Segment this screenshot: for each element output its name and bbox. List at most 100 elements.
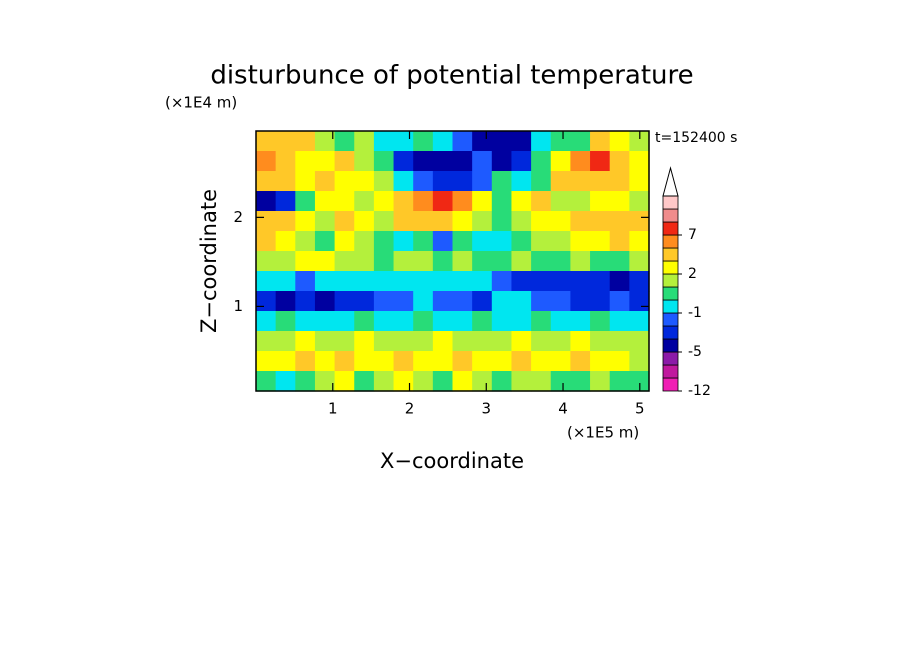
contour-cell — [314, 171, 336, 192]
contour-cell — [609, 271, 630, 292]
contour-cell — [275, 271, 296, 292]
contour-cell — [393, 351, 414, 372]
contour-cell — [354, 331, 375, 352]
contour-cell — [511, 231, 532, 252]
contour-cell — [354, 171, 375, 192]
contour-cell — [590, 291, 611, 312]
contour-cell — [334, 331, 355, 352]
contour-cell — [511, 151, 532, 172]
contour-cell — [472, 211, 493, 232]
contour-cell — [373, 171, 395, 192]
contour-cell — [531, 211, 552, 232]
contour-cell — [393, 231, 414, 252]
plot-frame — [255, 130, 650, 392]
contour-cell — [531, 191, 552, 212]
contour-cell — [609, 371, 630, 392]
colorbar-band — [662, 221, 679, 236]
colorbar-band — [662, 325, 679, 340]
contour-cell — [629, 271, 650, 292]
contour-cell — [570, 171, 591, 192]
contour-cell — [334, 151, 355, 172]
contour-cell — [256, 131, 277, 152]
contour-cell — [550, 231, 571, 252]
contour-cell — [334, 191, 355, 212]
contour-cell — [590, 271, 611, 292]
colorbar-band — [662, 208, 679, 223]
contour-cell — [629, 331, 650, 352]
contour-cell — [472, 271, 493, 292]
colorbar-band — [662, 260, 679, 275]
contour-cell — [432, 231, 454, 252]
contour-cell — [314, 191, 336, 212]
x-tick-label: 1 — [328, 400, 338, 418]
contour-cell — [472, 171, 493, 192]
contour-cell — [590, 251, 611, 272]
contour-cell — [590, 171, 611, 192]
contour-cell — [295, 151, 316, 172]
contour-cell — [491, 371, 513, 392]
colorbar-band — [662, 351, 679, 366]
contour-cell — [550, 271, 571, 292]
contour-cell — [393, 211, 414, 232]
contour-cell — [491, 231, 513, 252]
contour-cell — [452, 311, 473, 332]
contour-cell — [334, 131, 355, 152]
contour-cell — [550, 171, 571, 192]
contour-cell — [256, 171, 277, 192]
contour-cell — [590, 331, 611, 352]
contour-cell — [531, 231, 552, 252]
contour-cell — [472, 151, 493, 172]
contour-cell — [629, 151, 650, 172]
contour-cell — [511, 131, 532, 152]
contour-cell — [452, 191, 473, 212]
contour-cell — [354, 151, 375, 172]
contour-cell — [472, 311, 493, 332]
contour-cell — [609, 311, 630, 332]
contour-cell — [373, 131, 395, 152]
contour-cell — [609, 211, 630, 232]
contour-cell — [491, 351, 513, 372]
contour-cell — [531, 331, 552, 352]
contour-cell — [550, 191, 571, 212]
contour-cell — [413, 151, 434, 172]
contour-cell — [432, 291, 454, 312]
contour-cell — [432, 211, 454, 232]
contour-cell — [570, 151, 591, 172]
contour-cell — [393, 291, 414, 312]
contour-cell — [334, 311, 355, 332]
colorbar-band — [662, 195, 679, 210]
contour-cell — [590, 151, 611, 172]
y-axis-label: Z−coordinate — [197, 189, 221, 333]
contour-cell — [629, 291, 650, 312]
contour-cell — [550, 211, 571, 232]
contour-cell — [354, 271, 375, 292]
contour-cell — [609, 231, 630, 252]
contour-cell — [570, 331, 591, 352]
contour-cell — [373, 151, 395, 172]
contour-cell — [511, 251, 532, 272]
contour-cell — [275, 191, 296, 212]
contour-cell — [413, 231, 434, 252]
contour-cell — [531, 311, 552, 332]
contour-cell — [570, 231, 591, 252]
contour-cell — [334, 291, 355, 312]
contour-cell — [452, 151, 473, 172]
contour-cell — [590, 191, 611, 212]
contour-cell — [531, 131, 552, 152]
contour-cell — [393, 251, 414, 272]
contour-cell — [256, 151, 277, 172]
contour-cell — [590, 311, 611, 332]
contour-cell — [570, 371, 591, 392]
contour-cell — [511, 311, 532, 332]
contour-cell — [491, 211, 513, 232]
contour-cell — [275, 251, 296, 272]
contour-cell — [570, 131, 591, 152]
contour-cell — [334, 211, 355, 232]
contour-cell — [354, 291, 375, 312]
contour-cell — [413, 171, 434, 192]
contour-cell — [511, 211, 532, 232]
contour-cell — [413, 351, 434, 372]
contour-cell — [570, 271, 591, 292]
y-tick-label: 2 — [233, 208, 243, 226]
contour-cell — [570, 291, 591, 312]
